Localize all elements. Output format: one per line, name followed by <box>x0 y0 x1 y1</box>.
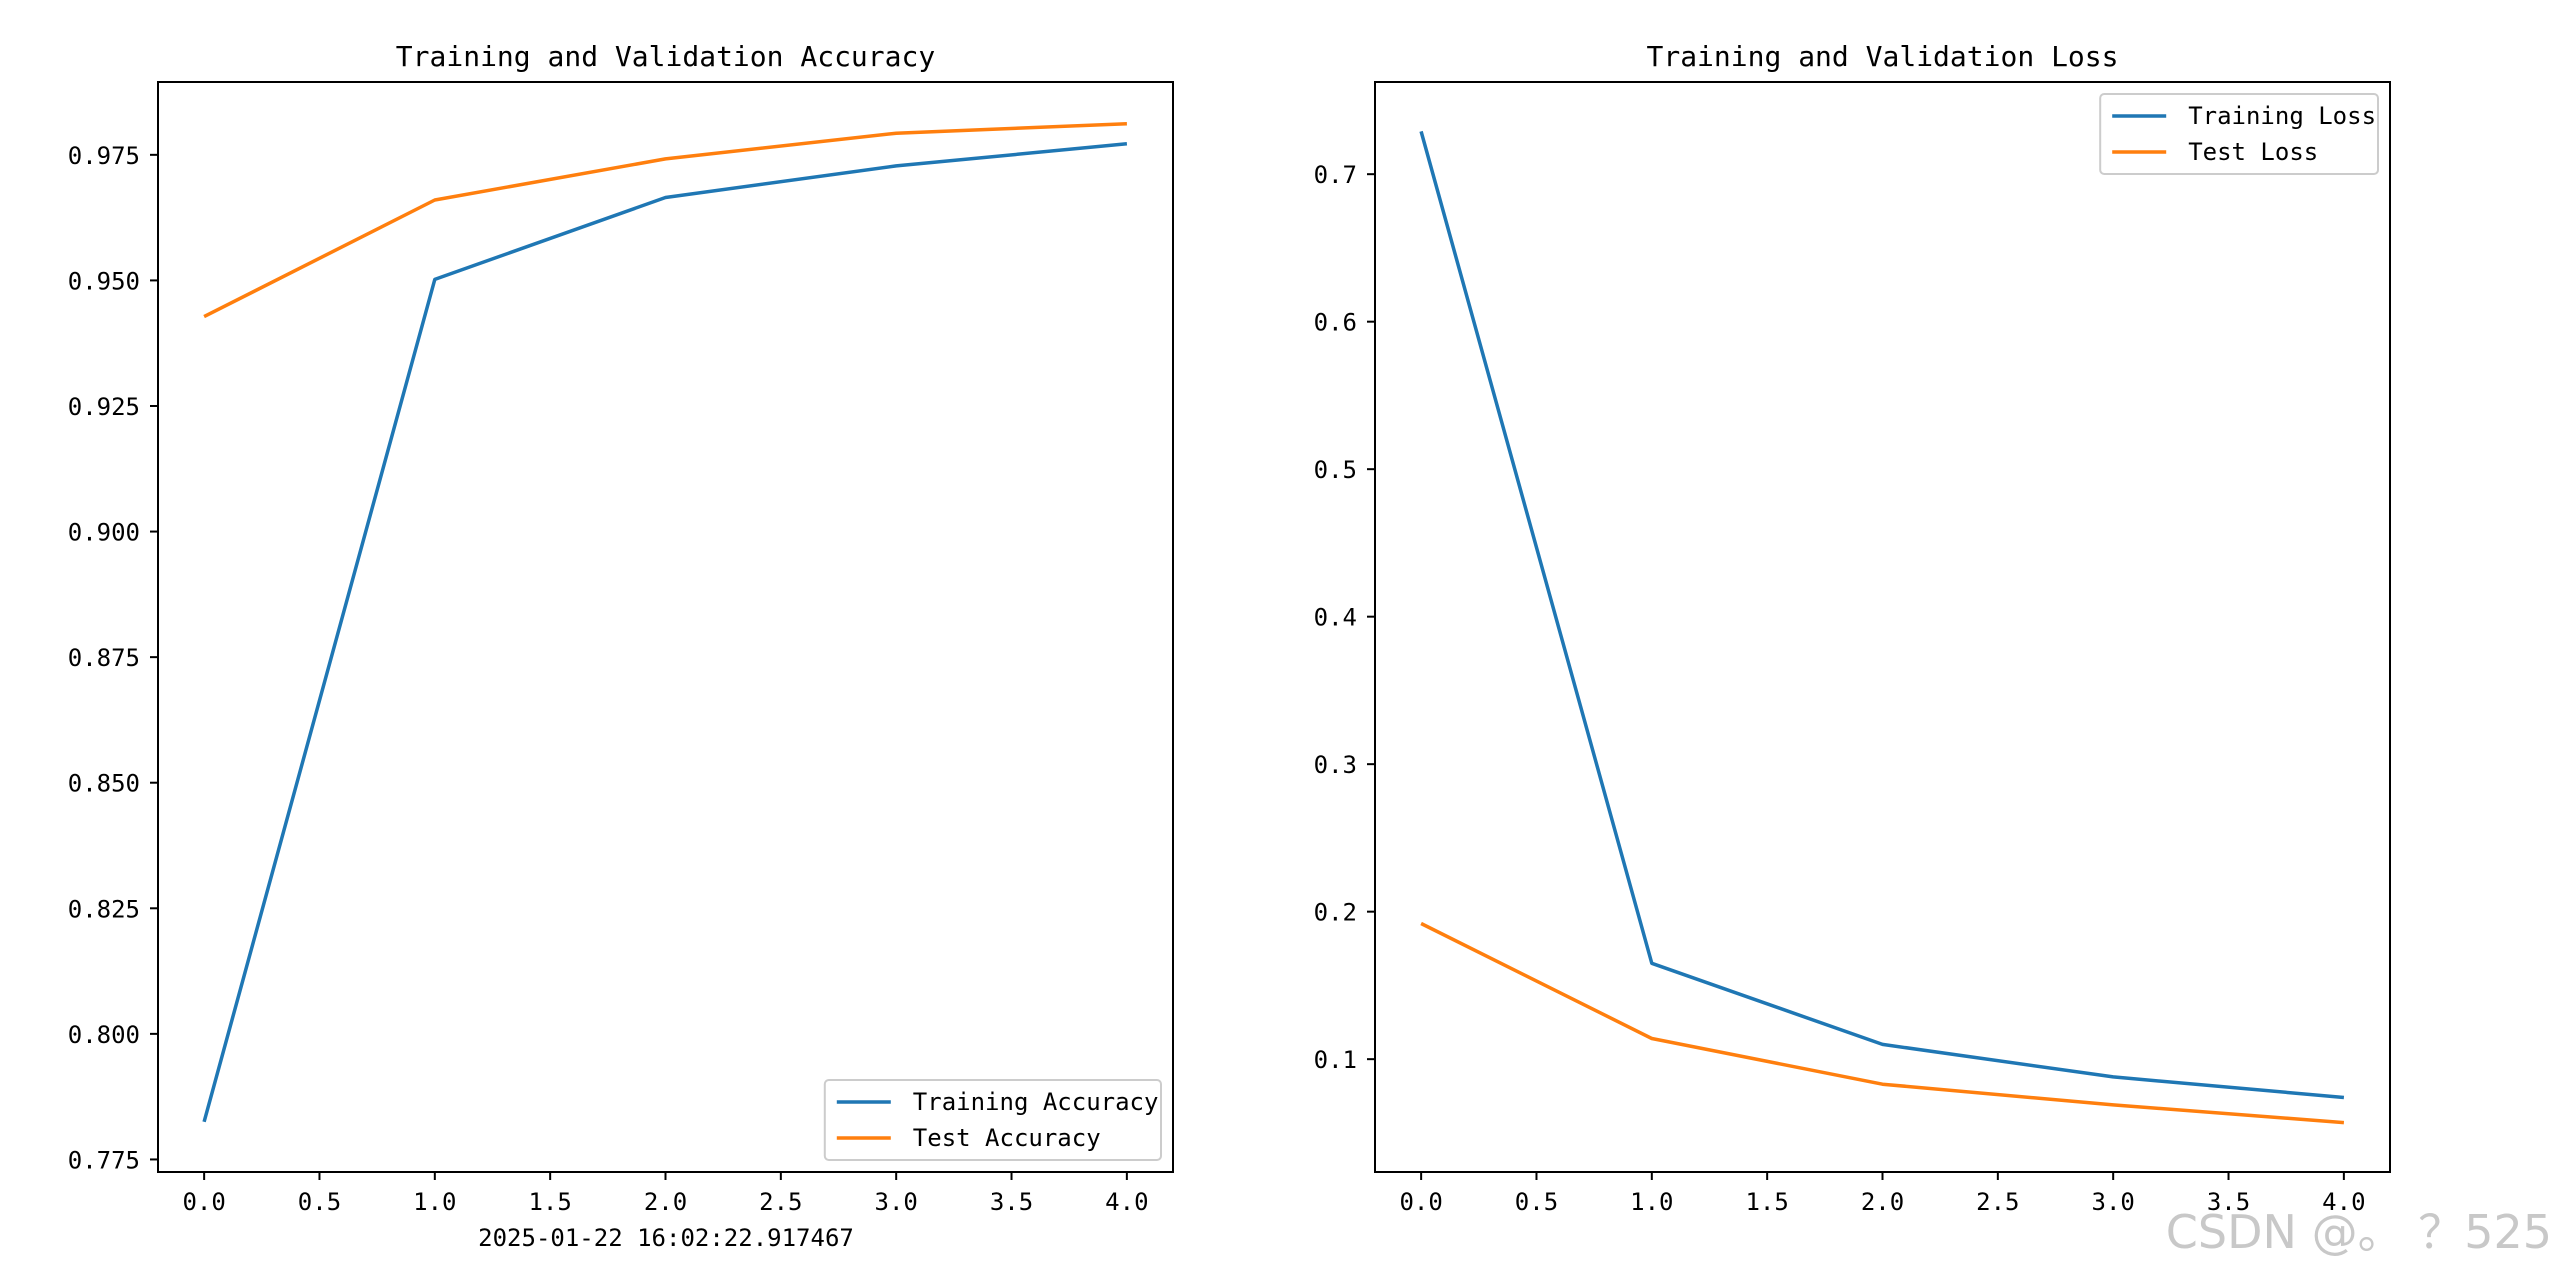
loss-chart-legend: Training Loss Test Loss <box>2099 93 2379 175</box>
loss-chart-xtick-label: 2.0 <box>1861 1188 1904 1216</box>
accuracy-chart-ytick-label: 0.800 <box>68 1021 140 1049</box>
timestamp-label: 2025-01-22 16:02:22.917467 <box>478 1224 854 1252</box>
accuracy-chart-xtick-label: 1.0 <box>413 1188 456 1216</box>
loss-chart-legend-box <box>2099 93 2379 175</box>
accuracy-chart-ytick-label: 0.950 <box>68 267 140 295</box>
loss-chart-xtick-label: 0.0 <box>1399 1188 1442 1216</box>
loss-chart-title: Training and Validation Loss <box>1646 40 2118 73</box>
accuracy-chart-xtick-label: 0.5 <box>298 1188 341 1216</box>
accuracy-chart-xtick-label: 4.0 <box>1105 1188 1148 1216</box>
loss-chart-ytick-label: 0.5 <box>1314 456 1357 484</box>
accuracy-chart-xtick-label: 2.5 <box>759 1188 802 1216</box>
accuracy-chart-xtick-label: 3.0 <box>875 1188 918 1216</box>
loss-chart-yticks: 0.1 0.2 0.3 0.4 0.5 0.6 0.7 <box>1314 161 1375 1074</box>
loss-chart-xtick-label: 1.5 <box>1745 1188 1788 1216</box>
loss-chart-ytick-label: 0.4 <box>1314 604 1357 632</box>
loss-chart-ytick-label: 0.6 <box>1314 309 1357 337</box>
accuracy-chart-yticks: 0.775 0.800 0.825 0.850 0.875 0.900 0.925 0.950… <box>68 142 158 1174</box>
loss-chart-ytick-label: 0.1 <box>1314 1046 1357 1074</box>
loss-chart: Training and Validation Loss 0.0 0.5 1.0 1.… <box>1314 40 2391 1216</box>
accuracy-chart-xtick-label: 1.5 <box>528 1188 571 1216</box>
accuracy-chart-ytick-label: 0.775 <box>68 1146 140 1174</box>
accuracy-chart-series-training <box>202 142 1128 1123</box>
accuracy-chart-xtick-label: 3.5 <box>990 1188 1033 1216</box>
accuracy-chart-xtick-label: 0.0 <box>182 1188 225 1216</box>
loss-chart-ytick-label: 0.3 <box>1314 751 1357 779</box>
accuracy-chart-ytick-label: 0.900 <box>68 519 140 547</box>
accuracy-chart-ytick-label: 0.850 <box>68 770 140 798</box>
accuracy-chart: Training and Validation Accuracy 0.0 0.5 1… <box>68 40 1174 1216</box>
watermark: CSDN @。 ？525 <box>2166 1205 2552 1259</box>
accuracy-chart-ytick-label: 0.975 <box>68 142 140 170</box>
accuracy-chart-xticks: 0.0 0.5 1.0 1.5 2.0 2.5 3.0 3.5 4.0 <box>182 1172 1149 1216</box>
accuracy-chart-title: Training and Validation Accuracy <box>396 40 935 73</box>
loss-chart-xtick-label: 4.0 <box>2322 1188 2365 1216</box>
accuracy-chart-series-test <box>203 121 1127 319</box>
loss-chart-series-training <box>1419 130 2345 1100</box>
loss-chart-xtick-label: 2.5 <box>1976 1188 2019 1216</box>
loss-chart-xticks: 0.0 0.5 1.0 1.5 2.0 2.5 3.0 3.5 4.0 <box>1399 1172 2366 1216</box>
loss-chart-ytick-label: 0.2 <box>1314 899 1357 927</box>
loss-chart-legend-label: Test Loss <box>2188 138 2318 166</box>
loss-chart-legend-label: Training Loss <box>2188 102 2376 130</box>
accuracy-chart-lines <box>202 121 1128 1123</box>
accuracy-chart-legend: Training Accuracy Test Accuracy <box>823 1079 1162 1161</box>
loss-chart-xtick-label: 0.5 <box>1515 1188 1558 1216</box>
accuracy-chart-legend-label: Training Accuracy <box>913 1088 1159 1116</box>
loss-chart-xtick-label: 3.0 <box>2092 1188 2135 1216</box>
accuracy-chart-ytick-label: 0.825 <box>68 895 140 923</box>
loss-chart-lines <box>1419 130 2345 1125</box>
loss-chart-series-test <box>1420 921 2345 1125</box>
accuracy-chart-legend-box <box>823 1079 1162 1161</box>
loss-chart-xtick-label: 1.0 <box>1630 1188 1673 1216</box>
accuracy-chart-ytick-label: 0.925 <box>68 393 140 421</box>
accuracy-chart-ytick-label: 0.875 <box>68 644 140 672</box>
accuracy-chart-legend-label: Test Accuracy <box>913 1124 1101 1152</box>
loss-chart-ytick-label: 0.7 <box>1314 161 1357 189</box>
accuracy-chart-xtick-label: 2.0 <box>644 1188 687 1216</box>
loss-chart-xtick-label: 3.5 <box>2207 1188 2250 1216</box>
